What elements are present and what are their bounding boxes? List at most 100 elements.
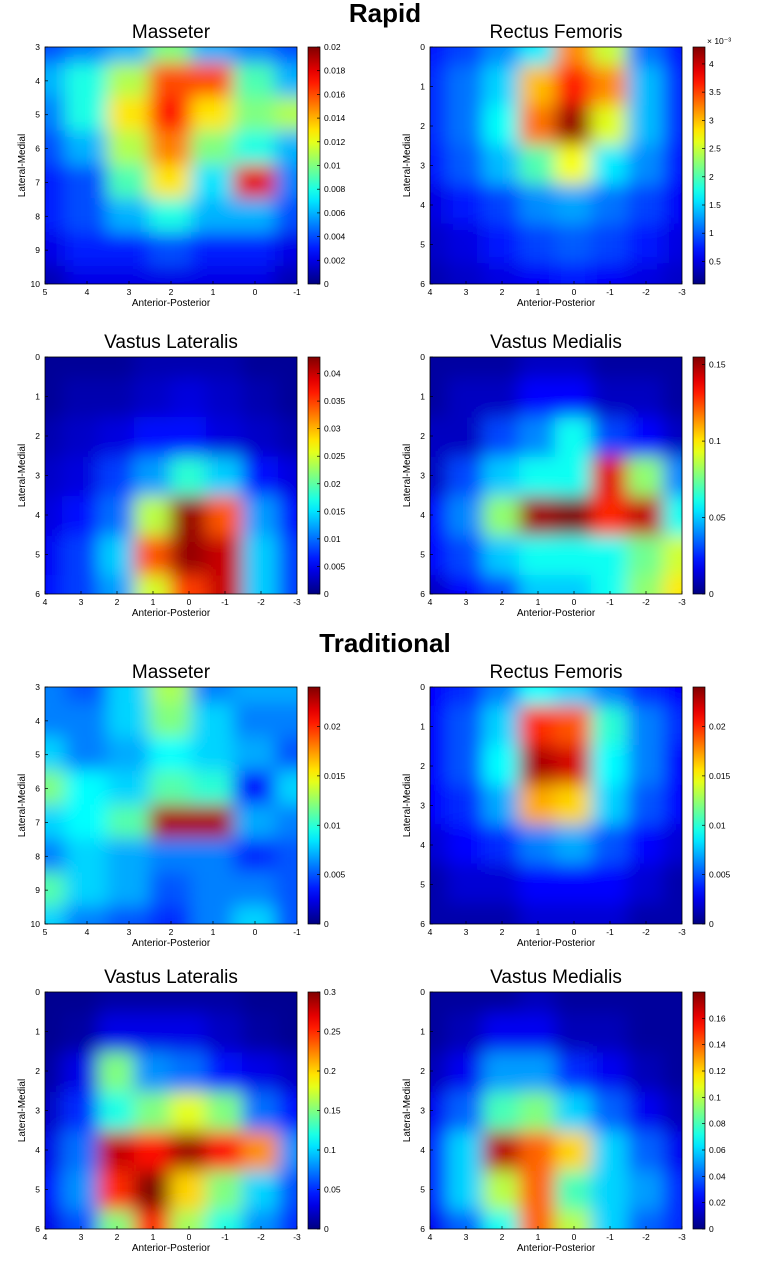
heatmap-cell (483, 263, 521, 284)
heatmap-cell (206, 375, 244, 418)
heatmap-cell (45, 1129, 64, 1171)
heatmap-cell (555, 454, 593, 497)
heatmap-cell (483, 784, 521, 827)
heatmap-cell (191, 804, 235, 841)
y-tick-label: 7 (35, 177, 40, 187)
heatmap-cell (65, 96, 109, 133)
heatmap-cell (430, 824, 449, 866)
heatmap-cell (149, 804, 193, 841)
heatmap-cell (107, 838, 151, 875)
heatmap-cell (447, 263, 485, 284)
heatmap-cell (663, 263, 682, 284)
heatmap-cell (134, 357, 172, 378)
x-tick-label: -1 (293, 287, 301, 297)
heatmap-cell (98, 415, 136, 457)
heatmap-cell (134, 1089, 172, 1132)
heatmap-cell (555, 687, 593, 708)
x-tick-label: 1 (151, 597, 156, 607)
heatmap-cell (483, 454, 521, 497)
heatmap-cell (591, 47, 629, 68)
heatmap-cell (627, 1089, 665, 1132)
heatmap-cell (483, 1168, 521, 1211)
heatmap-cell (627, 144, 665, 187)
heatmap-cell (555, 357, 593, 378)
heatmap-cell (107, 702, 151, 739)
heatmap-cell (170, 1089, 208, 1132)
heatmap-cell (430, 1208, 449, 1229)
heatmap-cell (519, 1208, 557, 1229)
colorbar-exponent: × 10⁻³ (707, 36, 731, 46)
heatmap-cell (65, 266, 109, 284)
heatmap-cell (170, 1129, 208, 1171)
heatmap-cell (98, 533, 136, 576)
heatmap-cell (62, 1208, 100, 1229)
heatmap-cell (45, 494, 64, 536)
colorbar (692, 686, 706, 925)
heatmap-cell (555, 1089, 593, 1132)
heatmap-cell (149, 164, 193, 201)
colorbar-tick-label: 0.005 (324, 870, 346, 880)
heatmap-cell (278, 1208, 297, 1229)
heatmap-cell (191, 770, 235, 807)
heatmap-cell (170, 1050, 208, 1092)
heatmap-cell (65, 804, 109, 841)
heatmap-cell (62, 573, 100, 594)
heatmap-cell (447, 784, 485, 827)
heatmap-cell (45, 1010, 64, 1053)
colorbar-tick-label: 0.01 (324, 161, 341, 171)
colorbar-tick-label: 0.025 (324, 451, 346, 461)
heatmap-cell (555, 65, 593, 108)
heatmap-cell (65, 164, 109, 201)
heatmap-cell (278, 533, 297, 576)
heatmap-cell (62, 992, 100, 1013)
heatmap-cell (65, 198, 109, 235)
heatmap-cell (663, 1129, 682, 1171)
heatmap-cell (430, 415, 449, 457)
y-tick-label: 2 (420, 1066, 425, 1076)
heatmap-cell (447, 223, 485, 266)
heatmap-cell (483, 903, 521, 924)
heatmap-cell (278, 1010, 297, 1053)
heatmap-cell (45, 164, 67, 201)
x-tick-label: 5 (43, 287, 48, 297)
heatmap-cell (191, 232, 235, 269)
colorbar-tick-label: 4 (709, 59, 714, 69)
heatmap-cell (447, 1129, 485, 1171)
heatmap-cell (483, 992, 521, 1013)
heatmap-cell (65, 838, 109, 875)
colorbar-tick-label: 3 (709, 115, 714, 125)
heatmap-cell (45, 838, 67, 875)
heatmap-cell (134, 1010, 172, 1053)
heatmap-cell (206, 1089, 244, 1132)
heatmap-cell (519, 65, 557, 108)
y-tick-label: 5 (35, 550, 40, 560)
colorbar (307, 686, 321, 925)
heatmap-cell (555, 415, 593, 457)
heatmap-cell (430, 357, 449, 378)
heatmap-cell (107, 266, 151, 284)
heatmap-cell (233, 687, 277, 705)
heatmap-cell (191, 838, 235, 875)
heatmap-cell (191, 96, 235, 133)
heatmap-cell (170, 454, 208, 497)
heatmap-cell (519, 863, 557, 906)
heatmap-cell (519, 824, 557, 866)
heatmap-cell (206, 494, 244, 536)
heatmap-cell (519, 263, 557, 284)
heatmap-cell (134, 1050, 172, 1092)
heatmap-cell (483, 47, 521, 68)
heatmap-cell (447, 1050, 485, 1092)
heatmap-cell (170, 533, 208, 576)
heatmap-cell (206, 573, 244, 594)
heatmap-cell (591, 687, 629, 708)
heatmap-cell (45, 736, 67, 773)
heatmap-cell (483, 184, 521, 226)
x-tick-label: 4 (428, 927, 433, 937)
heatmap-cell (627, 863, 665, 906)
x-tick-label: -2 (257, 1232, 265, 1242)
x-tick-label: -3 (293, 1232, 301, 1242)
heatmap-cell (45, 1168, 64, 1211)
x-tick-label: 1 (211, 287, 216, 297)
heatmap-cell (430, 223, 449, 266)
heatmap-cell (663, 745, 682, 787)
